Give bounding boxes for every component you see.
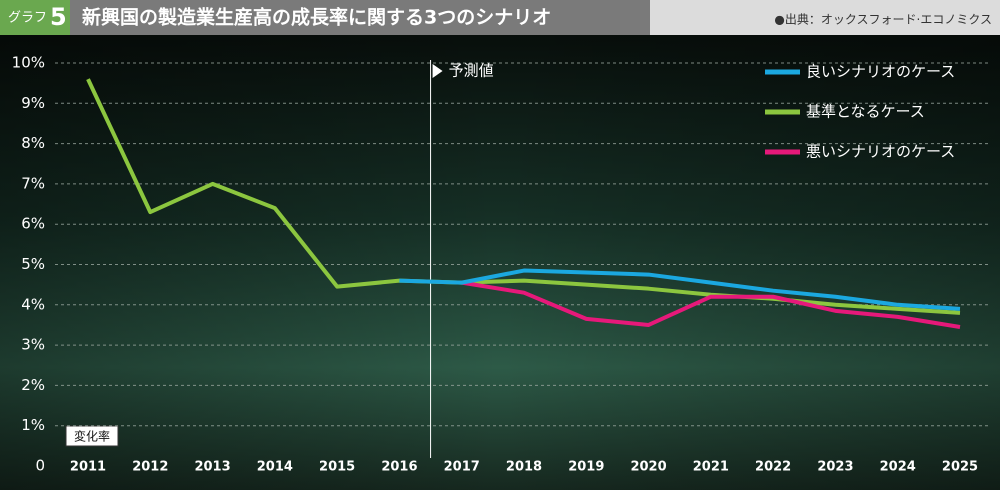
- x-tick-label: 2024: [880, 460, 916, 475]
- x-tick-label: 2019: [568, 460, 604, 475]
- x-tick-label: 2013: [194, 460, 230, 475]
- y-tick-label: 2%: [21, 376, 45, 394]
- legend-label: 基準となるケース: [806, 103, 925, 121]
- header-label: グラフ: [8, 11, 47, 26]
- chart-title: 新興国の製造業生産高の成長率に関する3つのシナリオ: [82, 6, 551, 29]
- y-tick-label: 3%: [21, 336, 45, 354]
- y-tick-label: 0: [35, 457, 45, 475]
- legend-label: 悪いシナリオのケース: [806, 143, 955, 161]
- y-tick-label: 5%: [21, 255, 45, 273]
- x-tick-label: 2015: [319, 460, 355, 475]
- x-tick-label: 2020: [630, 460, 666, 475]
- title-bar: [70, 0, 650, 35]
- x-tick-label: 2023: [817, 460, 853, 475]
- x-tick-label: 2018: [506, 460, 542, 475]
- x-tick-label: 2021: [693, 460, 729, 475]
- x-tick-label: 2014: [257, 460, 293, 475]
- source: ●出典：オックスフォード·エコノミクス: [774, 13, 992, 27]
- x-tick-label: 2025: [942, 460, 978, 475]
- annotation: 予測値: [449, 62, 494, 80]
- y-axis-label: 変化率: [74, 429, 110, 444]
- series-line: [86, 78, 961, 315]
- forecast-marker: [432, 64, 443, 78]
- header-number: 5: [50, 3, 67, 31]
- y-tick-label: 1%: [21, 416, 45, 434]
- y-tick-label: 10%: [12, 54, 45, 72]
- x-tick-label: 2022: [755, 460, 791, 475]
- x-tick-label: 2016: [381, 460, 417, 475]
- series-line: [399, 268, 961, 311]
- y-tick-label: 9%: [21, 94, 45, 112]
- x-tick-label: 2011: [70, 460, 106, 475]
- legend-label: 良いシナリオのケース: [806, 63, 955, 81]
- y-tick-label: 6%: [21, 215, 45, 233]
- series-line: [461, 280, 961, 329]
- y-tick-label: 7%: [21, 174, 45, 192]
- y-tick-label: 8%: [21, 134, 45, 152]
- x-tick-label: 2012: [132, 460, 168, 475]
- y-tick-label: 4%: [21, 295, 45, 313]
- x-tick-label: 2017: [444, 460, 480, 475]
- header-badge: [0, 0, 70, 35]
